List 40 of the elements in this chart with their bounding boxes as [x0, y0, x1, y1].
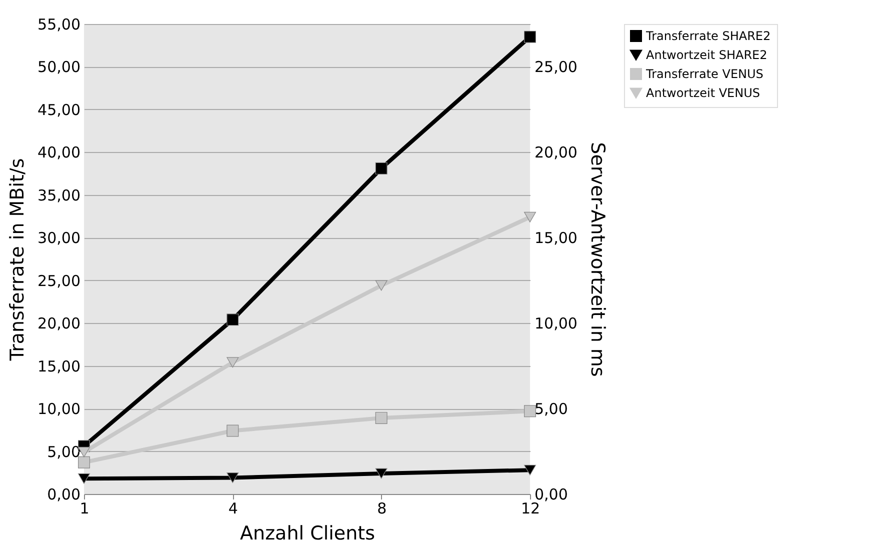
y-tick-label: 45,00: [38, 100, 80, 119]
y-tick-label: 55,00: [38, 16, 80, 34]
point: [524, 212, 536, 222]
y2-tick-label: 20,00: [534, 144, 578, 162]
y2-tick-label: 5,00: [534, 400, 568, 418]
point: [226, 472, 239, 483]
point: [375, 412, 388, 424]
y-tick-label: 15,00: [38, 357, 80, 376]
point: [524, 405, 536, 418]
y-tick-label: 10,00: [38, 400, 80, 418]
legend-label: Transferrate SHARE2: [645, 29, 771, 43]
point: [375, 468, 388, 479]
y-tick-label: 40,00: [38, 144, 80, 162]
y-tick-label: 0,00: [47, 486, 80, 504]
y2-tick-label: 10,00: [534, 314, 578, 333]
x-tick-label: 8: [377, 500, 387, 518]
y2-axis-title: Server-Antwortzeit in ms: [586, 142, 608, 377]
x-tick-label: 4: [228, 500, 238, 518]
y-tick-label: 50,00: [38, 58, 80, 76]
legend-label: Antwortzeit VENUS: [646, 86, 760, 100]
point: [524, 30, 536, 43]
legend-label: Transferrate VENUS: [645, 67, 764, 81]
point: [226, 314, 239, 326]
y-tick-label: 20,00: [38, 314, 80, 333]
point: [226, 357, 239, 368]
y-axis-title: Transferrate in MBit/s: [6, 158, 29, 362]
y-tick-label: 35,00: [38, 186, 80, 204]
x-tick-label: 1: [80, 500, 90, 518]
y-tick-label: 30,00: [38, 229, 80, 248]
y2-tick-label: 15,00: [534, 229, 578, 248]
y-tick-label: 25,00: [38, 272, 80, 290]
y2-tick-label: 25,00: [534, 58, 578, 76]
point: [375, 162, 388, 174]
point: [78, 456, 90, 468]
x-axis-title: Anzahl Clients: [240, 522, 375, 544]
point: [524, 464, 536, 476]
point: [375, 280, 388, 291]
point: [226, 424, 239, 437]
point: [78, 473, 90, 484]
legend-label: Antwortzeit SHARE2: [646, 48, 768, 62]
